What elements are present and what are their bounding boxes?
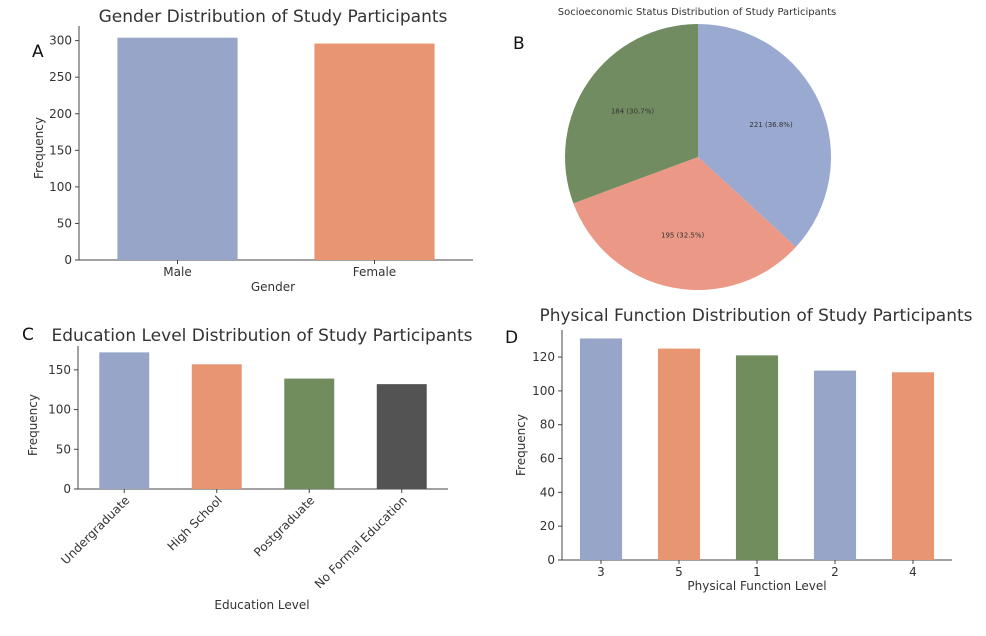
chart-a-ylabel: Frequency [32, 117, 46, 179]
chart-d-ylabel: Frequency [514, 414, 528, 476]
pie-slice-label: 195 (32.5%) [661, 231, 705, 239]
y-tick-label: 40 [540, 485, 555, 499]
bar [117, 37, 238, 261]
panel-a: A Gender Distribution of Study Participa… [32, 7, 473, 294]
x-tick-label: 4 [909, 565, 917, 579]
chart-a-marks: 0 50 100 150 200 250 300 Male Female [49, 26, 473, 279]
pie-slice-label: 221 (36.8%) [749, 121, 793, 129]
chart-a-title: Gender Distribution of Study Participant… [99, 7, 448, 27]
y-tick-label: 150 [48, 363, 71, 377]
x-tick-label: Male [163, 265, 191, 279]
y-tick-label: 250 [49, 70, 72, 84]
bar [813, 370, 857, 560]
y-tick-label: 80 [540, 418, 555, 432]
chart-c-xlabel: Education Level [214, 598, 309, 612]
x-tick-label: Postgraduate [251, 493, 317, 559]
bar [891, 372, 935, 560]
panel-c-letter: C [22, 325, 34, 345]
chart-c-marks: 0 50 100 150 Undergraduate High School Postgra… [48, 346, 448, 591]
x-tick-label: 1 [753, 565, 761, 579]
bar [579, 338, 623, 560]
chart-a-xlabel: Gender [251, 280, 295, 294]
y-tick-label: 50 [56, 442, 71, 456]
chart-d-xlabel: Physical Function Level [687, 579, 826, 593]
bar [314, 43, 435, 260]
y-tick-label: 100 [48, 403, 71, 417]
x-tick-label: 5 [675, 565, 683, 579]
pie-slice [698, 24, 831, 248]
panel-d-letter: D [505, 328, 518, 348]
panel-b: B Socioeconomic Status Distribution of S… [513, 7, 836, 291]
panel-b-letter: B [513, 34, 525, 54]
chart-b-title: Socioeconomic Status Distribution of Stu… [558, 7, 836, 18]
y-tick-label: 60 [540, 452, 555, 466]
y-tick-label: 100 [532, 384, 555, 398]
chart-d-marks: 0 20 40 60 80 100 120 3 5 1 2 4 [532, 330, 952, 579]
bar [657, 348, 701, 560]
chart-c-ylabel: Frequency [26, 394, 40, 456]
pie-slice [565, 24, 698, 204]
y-tick-label: 150 [49, 143, 72, 157]
y-tick-label: 50 [57, 216, 72, 230]
bar [191, 364, 242, 489]
y-tick-label: 0 [64, 253, 72, 267]
x-tick-label: High School [165, 493, 225, 553]
chart-d-title: Physical Function Distribution of Study … [540, 306, 973, 326]
y-tick-label: 100 [49, 180, 72, 194]
chart-c-title: Education Level Distribution of Study Pa… [51, 326, 472, 346]
bar [735, 355, 779, 560]
y-tick-label: 20 [540, 519, 555, 533]
bar [376, 384, 427, 489]
panel-c: C Education Level Distribution of Study … [22, 325, 473, 612]
y-tick-label: 0 [63, 482, 71, 496]
panel-a-letter: A [32, 42, 44, 62]
x-tick-label: 2 [831, 565, 839, 579]
y-tick-label: 300 [49, 34, 72, 48]
x-tick-label: No Formal Education [312, 493, 410, 591]
panel-d: D Physical Function Distribution of Stud… [505, 306, 973, 593]
x-tick-label: Female [353, 265, 396, 279]
y-tick-label: 200 [49, 107, 72, 121]
x-tick-label: Undergraduate [58, 493, 132, 567]
pie-slice-label: 184 (30.7%) [611, 107, 655, 115]
x-tick-label: 3 [597, 565, 605, 579]
chart-b-marks: 221 (36.8%) 195 (32.5%) 184 (30.7%) [565, 24, 831, 291]
bar [284, 378, 335, 489]
pie-slice [573, 157, 796, 291]
y-tick-label: 120 [532, 350, 555, 364]
bar [99, 352, 150, 489]
y-tick-label: 0 [547, 553, 555, 567]
